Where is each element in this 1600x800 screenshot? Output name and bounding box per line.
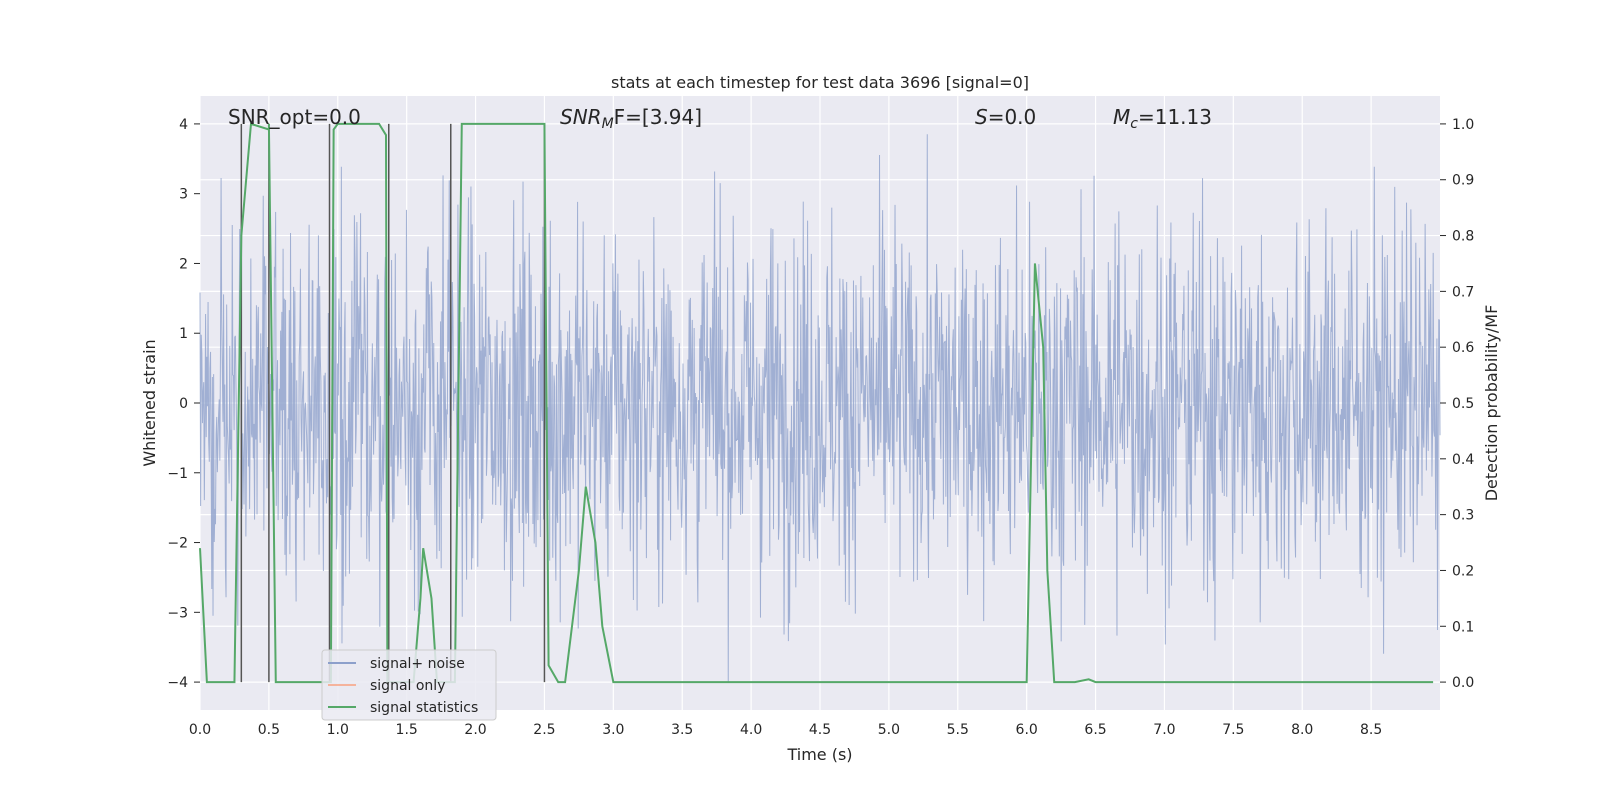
x-tick-label: 6.0 xyxy=(1016,722,1038,738)
x-tick-label: 3.0 xyxy=(602,722,624,738)
annotation-snr-mf-sub: M xyxy=(602,116,614,132)
x-tick-label: 7.0 xyxy=(1153,722,1175,738)
x-tick-label: 1.0 xyxy=(327,722,349,738)
y2-tick-label: 0.5 xyxy=(1452,396,1474,412)
x-tick-label: 8.0 xyxy=(1291,722,1313,738)
annotation-snr-mf-base: SNR xyxy=(560,105,602,129)
chart-title: stats at each timestep for test data 369… xyxy=(611,73,1029,92)
y2-tick-label: 1.0 xyxy=(1452,117,1474,133)
annotation-s-rest: =0.0 xyxy=(988,105,1037,129)
y2-tick-label: 0.3 xyxy=(1452,508,1474,524)
x-axis-label: Time (s) xyxy=(786,745,852,764)
annotation-snr-opt: SNR_opt=0.0 xyxy=(228,105,361,129)
x-tick-label: 5.5 xyxy=(947,722,969,738)
signal-noise-line xyxy=(199,134,1441,682)
y2-tick-label: 0.8 xyxy=(1452,229,1474,245)
annotation-s: S=0.0 xyxy=(975,105,1036,129)
legend-label-signal-only: signal only xyxy=(370,678,445,694)
y-tick-label: 0 xyxy=(179,396,188,412)
y-axis-label: Whitened strain xyxy=(140,339,159,466)
annotation-mc-sub: c xyxy=(1130,116,1138,132)
x-tick-label: 5.0 xyxy=(878,722,900,738)
y-tick-label: −2 xyxy=(167,536,188,552)
y-tick-label: 3 xyxy=(179,187,188,203)
y2-tick-label: 0.7 xyxy=(1452,284,1474,300)
x-tick-label: 1.5 xyxy=(396,722,418,738)
y-tick-label: 1 xyxy=(179,326,188,342)
legend-label-signal-noise: signal+ noise xyxy=(370,656,465,672)
y-tick-label: −4 xyxy=(167,675,188,691)
x-tick-label: 7.5 xyxy=(1222,722,1244,738)
y2-tick-label: 0.1 xyxy=(1452,619,1474,635)
y2-tick-label: 0.0 xyxy=(1452,675,1474,691)
legend: signal+ noise signal only signal statist… xyxy=(321,649,497,721)
x-tick-label: 4.5 xyxy=(809,722,831,738)
x-tick-label: 6.5 xyxy=(1084,722,1106,738)
y2-tick-label: 0.6 xyxy=(1452,340,1474,356)
x-tick-label: 8.5 xyxy=(1360,722,1382,738)
x-tick-label: 0.0 xyxy=(189,722,211,738)
y-tick-label: 2 xyxy=(179,256,188,272)
signal-noise-series xyxy=(199,134,1441,682)
y2-axis-ticks: 1.0 0.9 0.8 0.7 0.6 0.5 0.4 0.3 0.2 0.1 0.0 xyxy=(1440,117,1474,691)
y2-tick-label: 0.9 xyxy=(1452,173,1474,189)
legend-label-signal-statistics: signal statistics xyxy=(370,700,478,716)
x-tick-label: 0.5 xyxy=(258,722,280,738)
annotation-mc-base: M xyxy=(1113,105,1130,129)
x-tick-label: 3.5 xyxy=(671,722,693,738)
x-tick-label: 4.0 xyxy=(740,722,762,738)
annotation-snr-mf: SNRMF=[3.94] xyxy=(560,105,702,132)
x-tick-label: 2.0 xyxy=(464,722,486,738)
y2-tick-label: 0.2 xyxy=(1452,563,1474,579)
legend-box xyxy=(321,649,497,721)
y-tick-label: −1 xyxy=(167,466,188,482)
y-tick-label: 4 xyxy=(179,117,188,133)
annotation-s-base: S xyxy=(975,105,988,129)
x-axis-ticks: 0.0 0.5 1.0 1.5 2.0 2.5 3.0 3.5 4.0 4.5 5.0 5.5 6.0 6… xyxy=(189,722,1382,738)
y-tick-label: −3 xyxy=(167,605,188,621)
x-tick-label: 2.5 xyxy=(533,722,555,738)
y-axis-ticks: 4 3 2 1 0 −1 −2 −3 −4 xyxy=(167,117,200,691)
annotation-snr-mf-rest: F=[3.94] xyxy=(614,105,702,129)
y2-axis-label: Detection probability/MF xyxy=(1482,305,1501,502)
y2-tick-label: 0.4 xyxy=(1452,452,1474,468)
annotation-mc-rest: =11.13 xyxy=(1138,105,1212,129)
annotation-mc: Mc=11.13 xyxy=(1113,105,1212,132)
